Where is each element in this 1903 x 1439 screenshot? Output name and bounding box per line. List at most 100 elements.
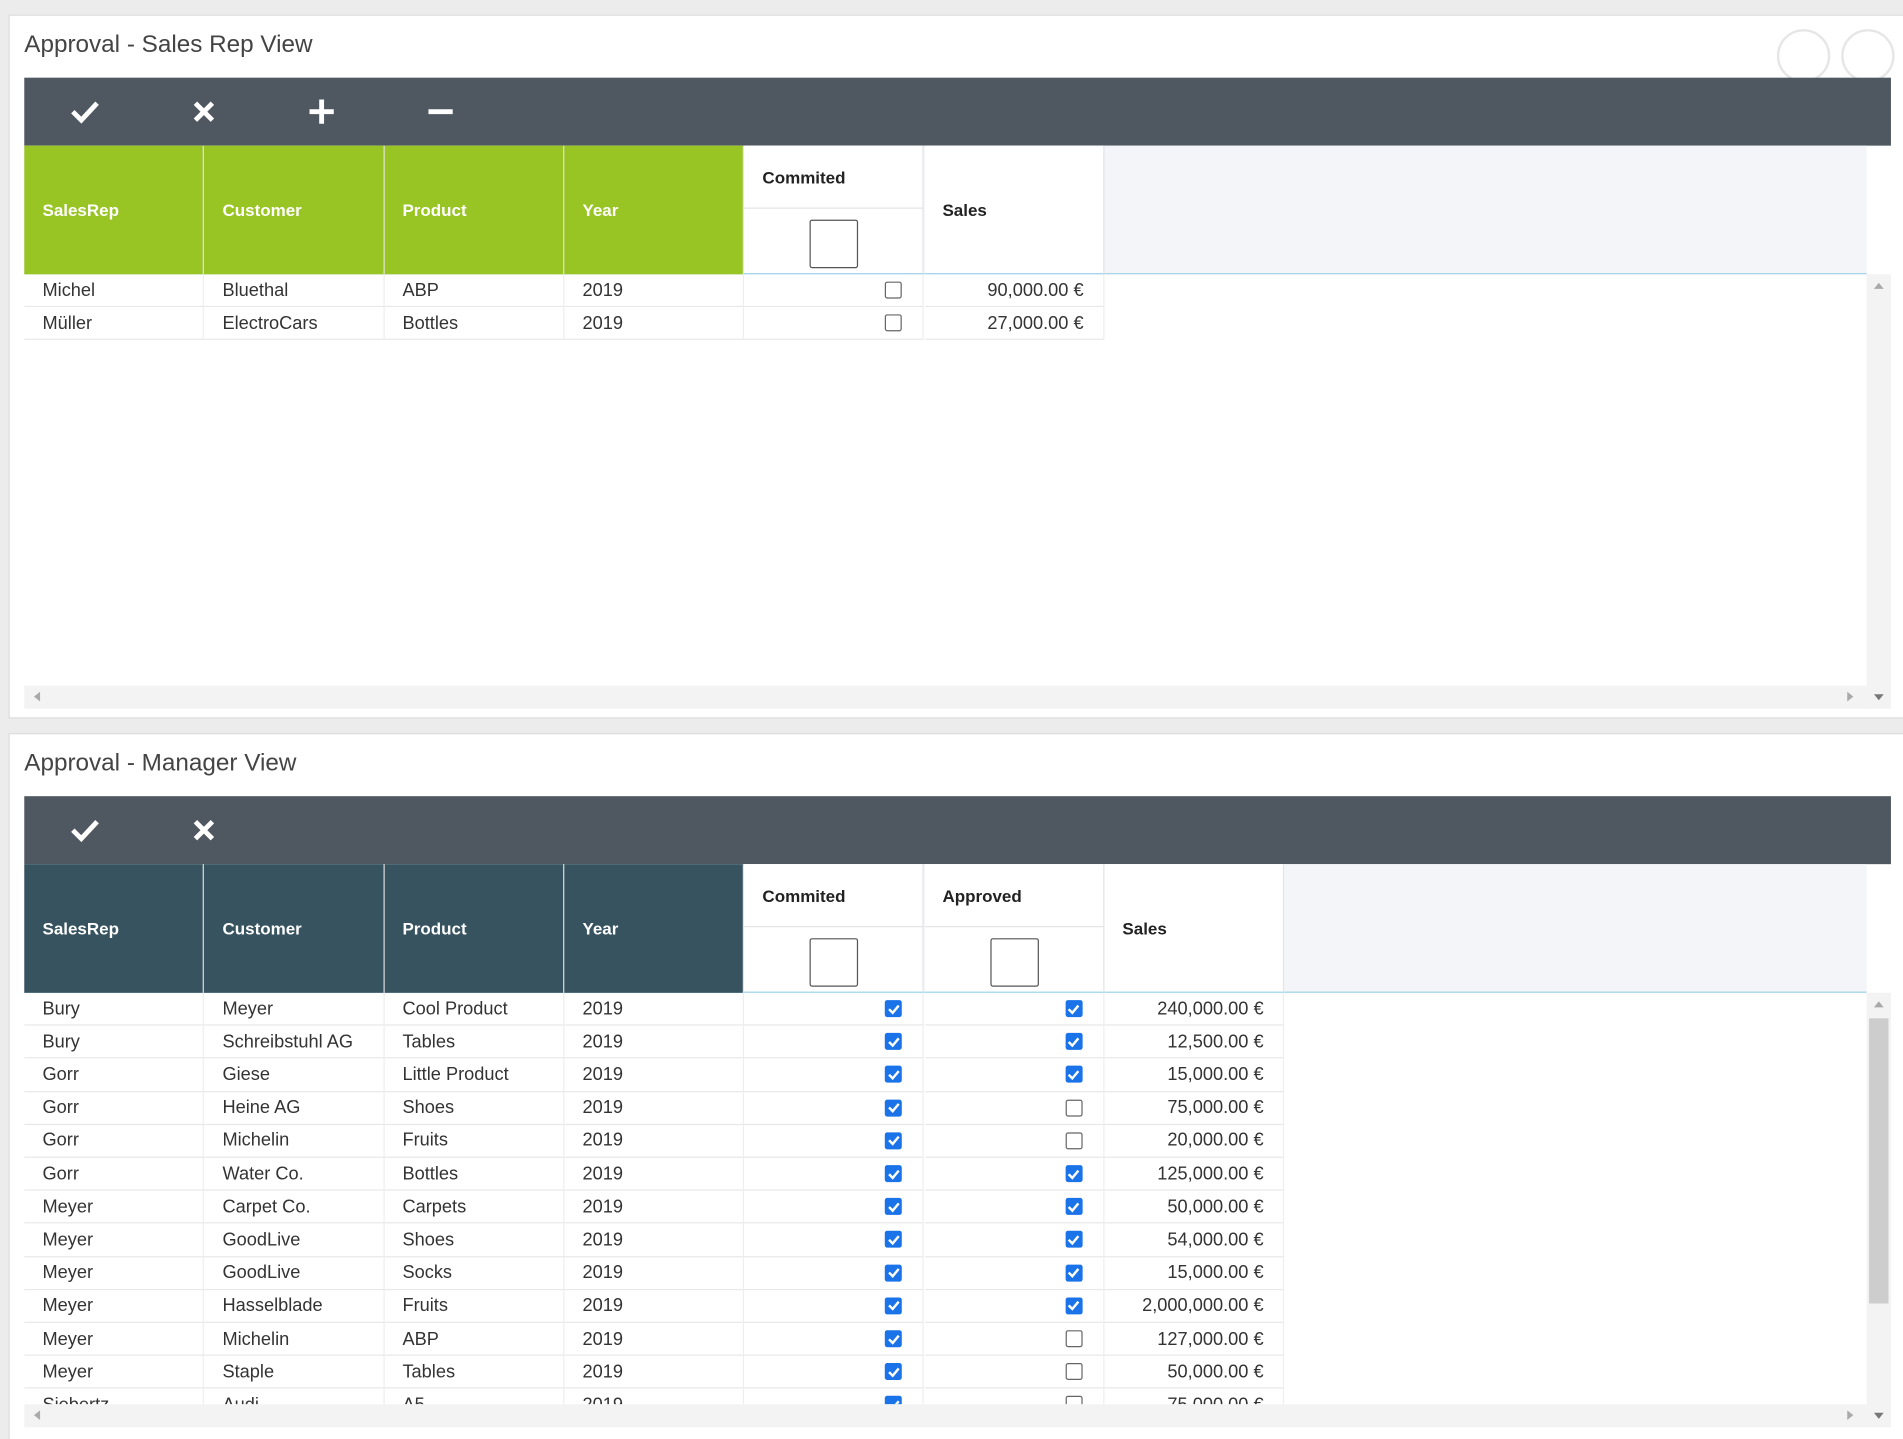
checkbox[interactable] — [885, 314, 903, 332]
column-header[interactable]: Product — [384, 145, 565, 275]
check-cell — [924, 1025, 1105, 1059]
check-button[interactable] — [68, 95, 102, 129]
minus-button[interactable] — [423, 95, 457, 129]
table-cell: Audi — [204, 1388, 385, 1405]
checkbox[interactable] — [885, 1099, 903, 1117]
table-cell: Tables — [384, 1025, 565, 1059]
table-cell: 2019 — [564, 1322, 745, 1356]
sales-cell: 75,000.00 € — [1104, 1388, 1285, 1405]
table-cell: Gorr — [24, 1058, 205, 1092]
column-header[interactable]: Year — [564, 864, 745, 993]
column-header[interactable]: Sales — [1104, 864, 1285, 993]
table-cell: 2019 — [564, 1256, 745, 1290]
column-header[interactable]: SalesRep — [24, 864, 205, 993]
header-button[interactable] — [1776, 29, 1831, 83]
table-cell: 2019 — [564, 307, 745, 341]
table-cell: GoodLive — [204, 1223, 385, 1257]
checkbox[interactable] — [1065, 1165, 1083, 1183]
header-button[interactable] — [1841, 29, 1895, 83]
scroll-down[interactable] — [1873, 1412, 1884, 1419]
checkbox[interactable] — [1065, 1396, 1083, 1405]
horizontal-scrollbar[interactable] — [24, 1404, 1867, 1428]
x-button[interactable] — [186, 813, 220, 847]
check-cell — [744, 1190, 925, 1224]
check-button[interactable] — [68, 813, 102, 847]
plus-button[interactable] — [305, 95, 339, 129]
checkbox[interactable] — [809, 219, 859, 269]
checkbox[interactable] — [989, 938, 1039, 987]
scroll-up[interactable] — [1873, 282, 1884, 289]
sales-cell: 50,000.00 € — [1104, 1190, 1285, 1224]
sales-cell: 75,000.00 € — [1104, 1091, 1285, 1125]
scroll-down[interactable] — [1873, 694, 1884, 701]
table-body: Bury Meyer Cool Product 2019 240,000.00 € Bur… — [24, 992, 1866, 1405]
table-cell: Staple — [204, 1355, 385, 1389]
sales-cell: 125,000.00 € — [1104, 1157, 1285, 1191]
checkbox[interactable] — [885, 1264, 903, 1282]
checkbox[interactable] — [809, 938, 859, 987]
toolbar — [24, 796, 1891, 865]
column-header[interactable]: Commited — [744, 145, 925, 275]
scroll-thumb[interactable] — [1869, 1018, 1889, 1304]
checkbox[interactable] — [1065, 1000, 1083, 1018]
column-header[interactable]: Commited — [744, 864, 925, 993]
checkbox[interactable] — [1065, 1132, 1083, 1150]
checkbox[interactable] — [1065, 1363, 1083, 1381]
horizontal-scrollbar[interactable] — [24, 685, 1867, 709]
checkbox[interactable] — [885, 1297, 903, 1315]
checkbox[interactable] — [885, 1033, 903, 1051]
checkbox[interactable] — [885, 1330, 903, 1348]
column-header[interactable]: Customer — [204, 145, 385, 275]
table-cell: Müller — [24, 307, 205, 341]
column-header[interactable]: Approved — [924, 864, 1105, 993]
table-cell: 2019 — [564, 992, 745, 1026]
table-cell: Gorr — [24, 1091, 205, 1125]
checkbox[interactable] — [885, 1000, 903, 1018]
column-header[interactable]: Product — [384, 864, 565, 993]
column-header[interactable]: SalesRep — [24, 145, 205, 275]
checkbox[interactable] — [885, 1066, 903, 1084]
checkbox[interactable] — [885, 1132, 903, 1150]
column-header[interactable]: Customer — [204, 864, 385, 993]
scroll-left[interactable] — [33, 1410, 41, 1421]
checkbox[interactable] — [1065, 1231, 1083, 1249]
table-cell: 2019 — [564, 1091, 745, 1125]
x-button[interactable] — [186, 95, 220, 129]
checkbox[interactable] — [1065, 1033, 1083, 1051]
checkbox[interactable] — [1065, 1066, 1083, 1084]
sales-cell: 50,000.00 € — [1104, 1355, 1285, 1389]
vertical-scrollbar[interactable] — [1866, 274, 1891, 709]
checkbox[interactable] — [885, 1396, 903, 1405]
checkbox[interactable] — [885, 1231, 903, 1249]
vertical-scrollbar[interactable] — [1866, 992, 1891, 1428]
sales-cell: 20,000.00 € — [1104, 1124, 1285, 1158]
checkbox[interactable] — [885, 281, 903, 299]
checkbox[interactable] — [1065, 1297, 1083, 1315]
column-header[interactable]: Sales — [924, 145, 1105, 275]
check-cell — [744, 1388, 925, 1405]
scroll-up[interactable] — [1873, 1001, 1884, 1008]
check-cell — [744, 1058, 925, 1092]
checkbox[interactable] — [885, 1198, 903, 1216]
toolbar — [24, 77, 1891, 146]
checkbox[interactable] — [1065, 1198, 1083, 1216]
table-cell: Bottles — [384, 307, 565, 341]
scroll-right[interactable] — [1847, 691, 1854, 702]
check-cell — [924, 1355, 1105, 1389]
column-header[interactable]: Year — [564, 145, 745, 275]
checkbox[interactable] — [885, 1165, 903, 1183]
table-cell: ABP — [384, 274, 565, 308]
check-cell — [924, 1256, 1105, 1290]
table-cell: Gorr — [24, 1157, 205, 1191]
check-cell — [924, 1058, 1105, 1092]
table-cell: 2019 — [564, 1223, 745, 1257]
check-cell — [744, 307, 925, 341]
scroll-right[interactable] — [1847, 1410, 1854, 1421]
checkbox[interactable] — [1065, 1264, 1083, 1282]
scroll-left[interactable] — [33, 691, 41, 702]
table-cell: Meyer — [24, 1355, 205, 1389]
checkbox[interactable] — [1065, 1099, 1083, 1117]
checkbox[interactable] — [1065, 1330, 1083, 1348]
checkbox[interactable] — [885, 1363, 903, 1381]
